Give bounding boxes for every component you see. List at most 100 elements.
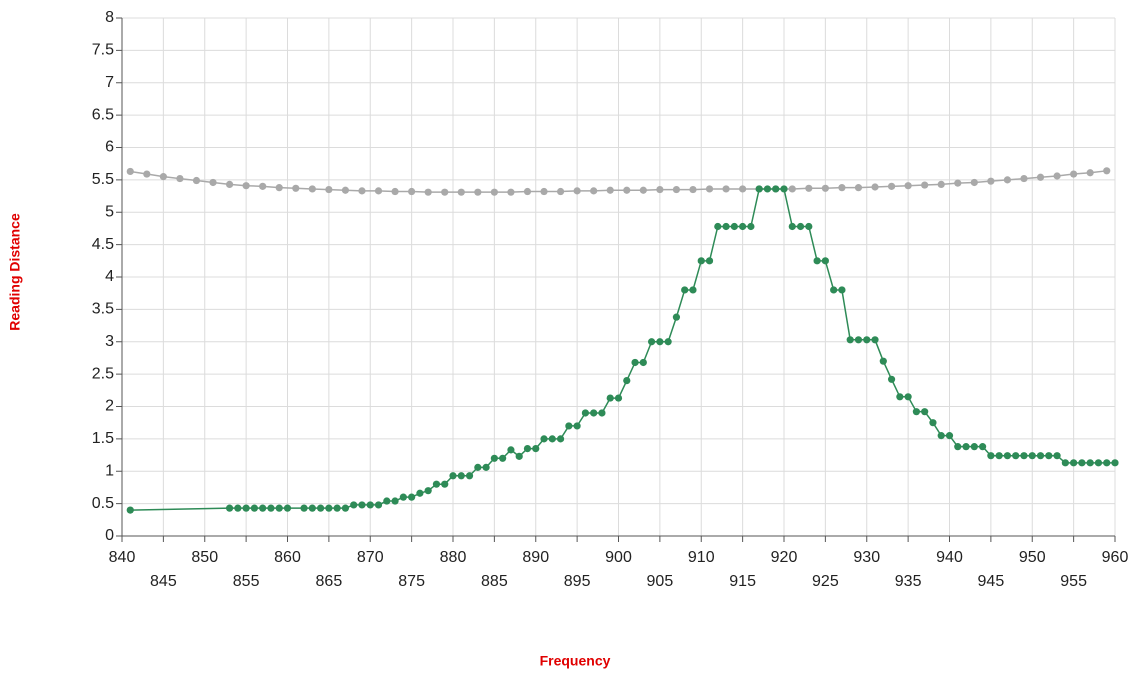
point [954,443,962,451]
point [424,487,432,495]
point [921,181,929,189]
point [937,180,945,189]
x-tick-label: 895 [564,573,591,590]
x-tick-label: 890 [522,549,549,566]
point [292,184,300,192]
point [648,338,656,346]
point [507,188,515,196]
point [482,463,490,471]
point [341,186,350,194]
point [590,409,598,417]
x-tick-label: 845 [150,573,177,590]
point [374,501,383,509]
point [457,472,465,480]
point [970,178,978,187]
point [556,435,565,443]
line [130,188,1115,511]
point [540,435,548,443]
point [275,184,283,192]
x-tick-label: 940 [936,549,963,566]
x-tick-label: 855 [233,573,260,590]
point [242,182,250,190]
point [987,452,995,460]
point [507,446,515,454]
y-tick-label: 4 [105,268,114,285]
point [1020,452,1028,460]
x-tick-label: 840 [109,549,136,566]
point [1012,452,1020,460]
x-tick-label: 880 [440,549,467,566]
point [556,187,565,196]
x-tick-label: 910 [688,549,715,566]
x-tick-label: 900 [605,549,632,566]
point [697,257,705,265]
point [821,184,829,192]
point [283,504,292,512]
y-tick-label: 6 [105,139,114,156]
series [126,185,1119,514]
point [722,185,730,193]
point [358,501,366,509]
x-tick-label: 905 [647,573,674,590]
point [374,187,383,195]
x-tick-label: 870 [357,549,384,566]
point [739,222,747,231]
point [945,432,954,440]
point [590,187,598,195]
point [871,336,879,344]
point [234,504,242,512]
point [523,187,532,196]
x-tick-label: 945 [978,573,1005,590]
point [623,377,631,385]
point [631,358,639,367]
point [449,472,457,480]
y-tick-label: 2.5 [92,365,114,382]
x-tick-label: 960 [1102,549,1129,566]
point [399,493,407,501]
y-tick-label: 1 [105,462,114,479]
point [1045,452,1053,460]
point [176,174,184,183]
point [225,504,234,512]
point [408,187,416,196]
point [904,182,912,190]
point [308,185,316,193]
point [863,336,871,344]
point [606,394,614,402]
point [838,286,846,294]
point [391,187,399,196]
point [573,422,581,430]
point [929,419,937,427]
x-tick-label: 925 [812,573,839,590]
y-tick-label: 3.5 [92,301,114,318]
point [490,188,498,196]
point [813,257,821,265]
point [747,222,755,231]
y-tick-label: 7 [105,74,114,91]
point [987,177,995,185]
point [333,504,341,512]
point [300,504,308,512]
point [225,180,234,189]
point [639,186,647,194]
point [921,408,929,416]
y-axis-title: Reading Distance [7,213,23,331]
point [606,186,614,194]
point [499,454,507,462]
point [614,394,623,402]
point [805,184,813,192]
point [209,178,217,187]
point [838,184,846,192]
point [573,187,581,195]
point [937,432,945,440]
point [672,313,681,321]
point [1070,170,1078,178]
point [1086,459,1094,467]
y-tick-label: 0.5 [92,495,114,512]
x-tick-label: 915 [729,573,756,590]
x-tick-label: 885 [481,573,508,590]
point [408,493,416,501]
point [358,187,366,195]
point [912,408,921,416]
point [821,257,829,265]
